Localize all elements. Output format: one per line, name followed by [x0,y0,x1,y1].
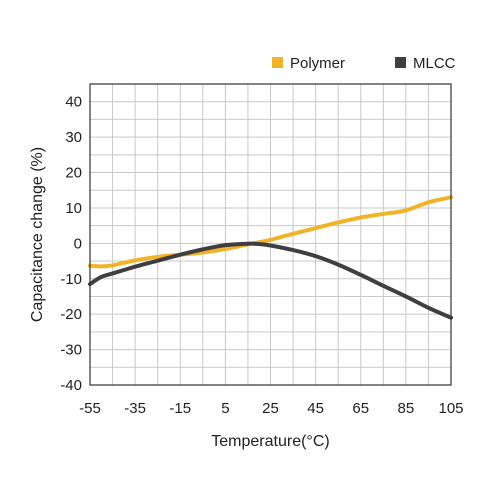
y-tick-label: 40 [65,94,82,111]
x-tick-label: -55 [79,400,101,417]
x-tick-label: -15 [169,400,191,417]
series-line-mlcc [88,241,453,320]
y-tick-label: -40 [60,377,82,394]
y-tick-label: 20 [65,165,82,182]
y-tick-label: -10 [60,271,82,288]
x-tick-label: 25 [262,400,279,417]
y-axis-title: Capacitance change (%) [29,147,46,322]
y-tick-label: 30 [65,129,82,146]
legend-label-mlcc: MLCC [413,55,456,72]
y-tick-label: -20 [60,306,82,323]
y-tick-label: -30 [60,342,82,359]
x-tick-label: 65 [352,400,369,417]
legend-swatch-mlcc [395,57,406,68]
x-tick-label: 85 [398,400,415,417]
x-tick-label: 5 [221,400,229,417]
legend-swatch-polymer [272,57,283,68]
grid [90,84,451,385]
legend: Polymer MLCC [272,55,456,72]
x-tick-label: 105 [438,400,463,417]
y-tick-label: 0 [74,235,82,252]
legend-label-polymer: Polymer [290,55,345,72]
plot-area-frame [89,83,452,386]
x-tick-label: 45 [307,400,324,417]
series-layer [88,195,453,320]
tick-labels: 40 30 20 10 0 -10 -20 -30 -40 -55 -35 -15 5 25 45 65 85 1… [60,94,463,417]
x-tick-label: -35 [124,400,146,417]
x-axis-title: Temperature(°C) [211,433,329,450]
y-tick-label: 10 [65,200,82,217]
